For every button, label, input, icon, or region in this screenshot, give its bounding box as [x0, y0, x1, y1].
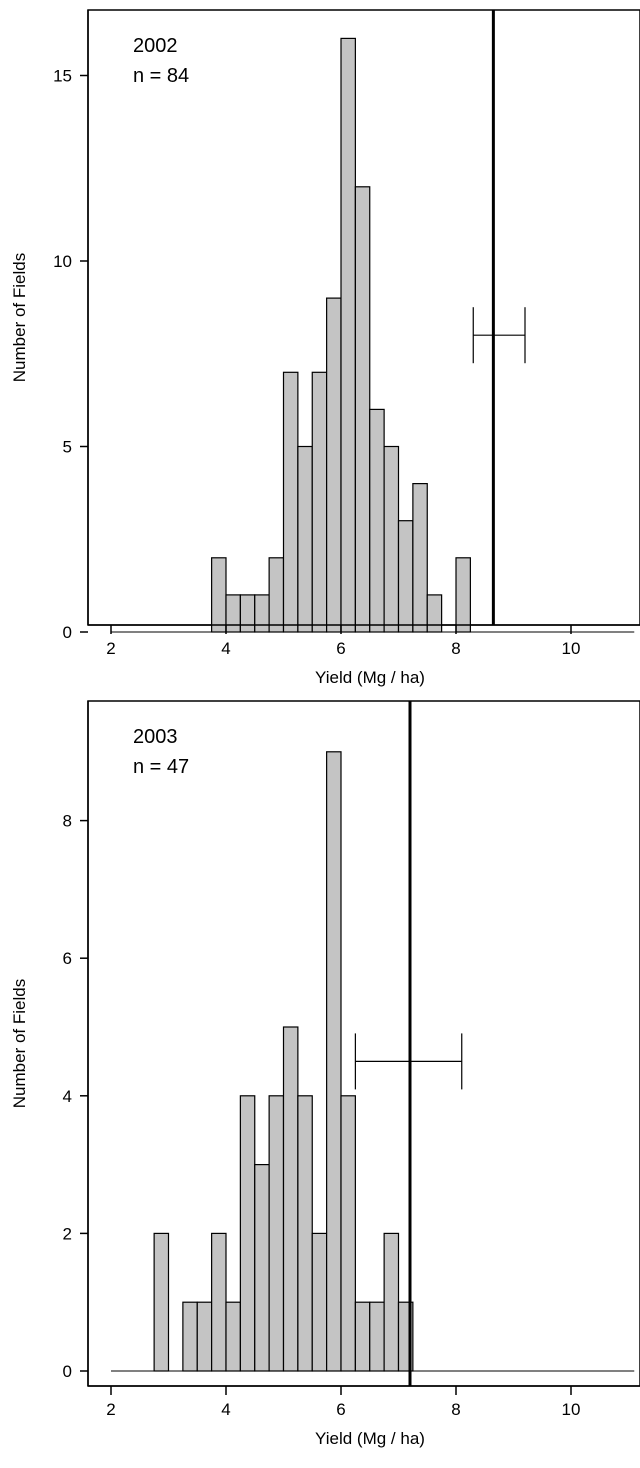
histogram-bar [239, 594, 256, 633]
y-tick-label: 0 [63, 623, 72, 642]
y-tick-label: 2 [63, 1224, 72, 1243]
histogram-bar [225, 594, 241, 633]
x-axis-label: Yield (Mg / ha) [315, 1429, 425, 1448]
x-tick-label: 4 [221, 639, 230, 658]
x-tick-label: 6 [336, 639, 345, 658]
y-tick-label: 10 [53, 252, 72, 271]
histogram-bar [268, 557, 285, 633]
histogram-bar [426, 594, 443, 633]
histogram-bar [254, 594, 270, 633]
histogram-bar [282, 1026, 299, 1372]
panel-count-label: n = 84 [133, 65, 189, 87]
histogram-bar [268, 1095, 285, 1372]
y-axis-label: Number of Fields [10, 979, 29, 1108]
histogram-bar [211, 557, 227, 633]
y-tick-label: 4 [63, 1087, 72, 1106]
plot-frame [87, 700, 640, 1387]
histogram-bar [182, 1301, 198, 1372]
histogram-bar [239, 1095, 256, 1372]
histogram-bar [311, 1232, 328, 1372]
x-axis-label: Yield (Mg / ha) [315, 668, 425, 687]
y-tick-label: 6 [63, 949, 72, 968]
y-tick-label: 5 [63, 438, 72, 457]
x-tick-label: 2 [106, 639, 115, 658]
histogram-bar [211, 1232, 227, 1372]
histogram-bar [326, 751, 342, 1372]
histogram-bar [297, 1095, 313, 1372]
panel-year-label: 2003 [133, 726, 178, 748]
histogram-bar [455, 557, 471, 633]
y-axis-label: Number of Fields [10, 253, 29, 382]
histogram-bar [383, 445, 400, 633]
x-tick-label: 10 [562, 1400, 581, 1419]
histogram-bar [397, 520, 414, 633]
histogram-bar [326, 297, 342, 633]
panel-count-label: n = 47 [133, 756, 189, 778]
x-tick-label: 8 [451, 639, 460, 658]
histogram-bar [254, 1163, 270, 1372]
x-tick-label: 4 [221, 1400, 230, 1419]
x-tick-label: 10 [562, 639, 581, 658]
panel-year-label: 2002 [133, 35, 178, 57]
x-tick-label: 2 [106, 1400, 115, 1419]
x-tick-label: 6 [336, 1400, 345, 1419]
y-tick-label: 8 [63, 812, 72, 831]
histogram-bar [340, 1095, 356, 1372]
x-tick-label: 8 [451, 1400, 460, 1419]
histogram-bar [311, 371, 328, 633]
histogram-bar [369, 1301, 385, 1372]
chart-panel-2: 0 2 4 6 8 2 4 6 8 10 Yield (Mg / ha) Number of Fiel… [10, 700, 640, 1448]
histogram-bar [297, 445, 313, 633]
histogram-bar [412, 483, 428, 633]
histogram-bar [354, 186, 371, 633]
histogram-bar [383, 1232, 400, 1372]
histogram-bar [340, 37, 356, 633]
histogram-bar [225, 1301, 241, 1372]
chart-panel-1: 0 5 10 15 2 4 6 8 10 Yield (Mg / ha) Number of Fie… [10, 9, 640, 687]
y-tick-label: 15 [53, 67, 72, 86]
histogram-bar [196, 1301, 213, 1372]
histogram-bar [282, 371, 299, 633]
histogram-bar [354, 1301, 371, 1372]
histogram-bar [369, 408, 385, 633]
y-tick-label: 0 [63, 1362, 72, 1381]
histogram-bar [153, 1232, 170, 1372]
